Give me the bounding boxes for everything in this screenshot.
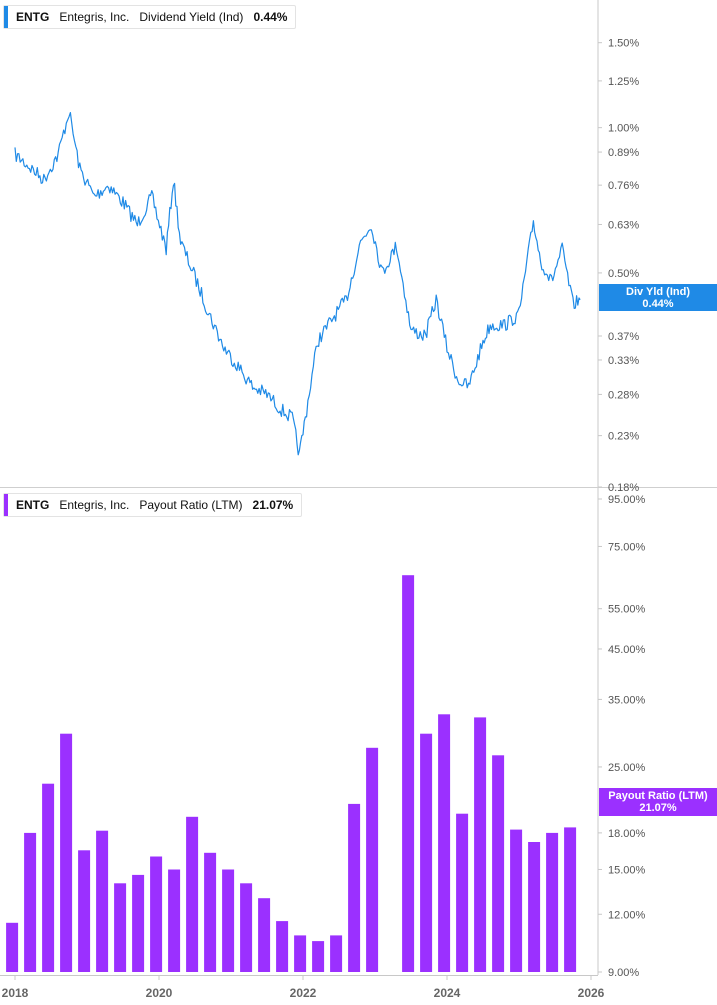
legend-ticker: ENTG [16,498,50,512]
y-top-tick-label: 0.18% [608,482,639,494]
bar [168,869,181,972]
bar [132,874,145,972]
bar [150,856,163,972]
last-value-tag-top: Div Yld (Ind) 0.44% [599,284,717,311]
bar [6,922,19,972]
bar [204,852,217,972]
bar [276,921,289,972]
tag-label: Div Yld (Ind) [626,286,690,298]
y-bottom-tick-label: 18.00% [608,828,646,840]
x-tick-label: 2022 [290,986,317,1000]
y-top-tick-label: 0.37% [608,331,639,343]
legend-top: ENTG Entegris, Inc. Dividend Yield (Ind)… [3,5,297,29]
bar [402,575,415,972]
y-bottom-tick-label: 45.00% [608,644,646,656]
x-tick-label: 2018 [2,986,29,1000]
legend-value: 21.07% [252,498,294,512]
legend-ticker: ENTG [16,10,50,24]
y-bottom-tick-label: 12.00% [608,909,646,921]
bar [24,832,37,972]
bar [294,935,307,972]
bar [114,883,127,972]
y-top-tick-label: 0.50% [608,268,639,280]
bar [456,813,469,972]
bar [96,830,109,972]
bar [474,717,487,972]
y-top-tick-label: 0.63% [608,219,639,231]
series-color-swatch [4,6,8,28]
bar [564,827,577,972]
x-tick-label: 2020 [146,986,173,1000]
bar [492,755,505,972]
bar [438,714,451,972]
y-bottom-tick-label: 95.00% [608,494,646,506]
y-top-tick-label: 0.23% [608,431,639,443]
y-bottom-tick-label: 55.00% [608,604,646,616]
y-top-tick-label: 0.76% [608,180,639,192]
y-bottom-tick-label: 15.00% [608,864,646,876]
tag-value: 21.07% [639,802,677,814]
bar [348,803,361,972]
series-color-swatch [4,494,8,516]
legend-value: 0.44% [253,10,288,24]
legend-metric: Dividend Yield (Ind) [139,10,244,24]
bar [222,869,235,972]
legend-company: Entegris, Inc. [59,10,130,24]
bar [420,733,433,972]
y-bottom-tick-label: 9.00% [608,967,639,979]
y-top-tick-label: 0.28% [608,389,639,401]
bar [312,941,325,972]
bar [42,783,55,972]
last-value-tag-bottom: Payout Ratio (LTM) 21.07% [599,788,717,816]
y-top-tick-label: 1.50% [608,38,639,50]
legend-metric: Payout Ratio (LTM) [139,498,243,512]
bar [528,842,541,972]
bar [60,733,73,972]
bar [186,816,199,972]
bar [330,935,343,972]
bar [240,883,253,972]
y-bottom-tick-label: 75.00% [608,541,646,553]
x-tick-label: 2024 [434,986,461,1000]
tag-label: Payout Ratio (LTM) [608,790,708,802]
x-tick-label: 2026 [578,986,605,1000]
bar [78,850,91,972]
bar [366,747,379,972]
bar [510,829,523,972]
series-line-dividend-yield [14,111,581,456]
y-bottom-tick-label: 25.00% [608,762,646,774]
y-top-tick-label: 1.00% [608,123,639,135]
y-bottom-tick-label: 35.00% [608,694,646,706]
y-top-tick-label: 0.33% [608,355,639,367]
y-top-tick-label: 1.25% [608,76,639,88]
bar [258,898,271,972]
y-top-tick-label: 0.89% [608,147,639,159]
bar [546,832,559,972]
legend-bottom: ENTG Entegris, Inc. Payout Ratio (LTM) 2… [3,493,303,517]
tag-value: 0.44% [642,298,674,310]
legend-company: Entegris, Inc. [59,498,130,512]
